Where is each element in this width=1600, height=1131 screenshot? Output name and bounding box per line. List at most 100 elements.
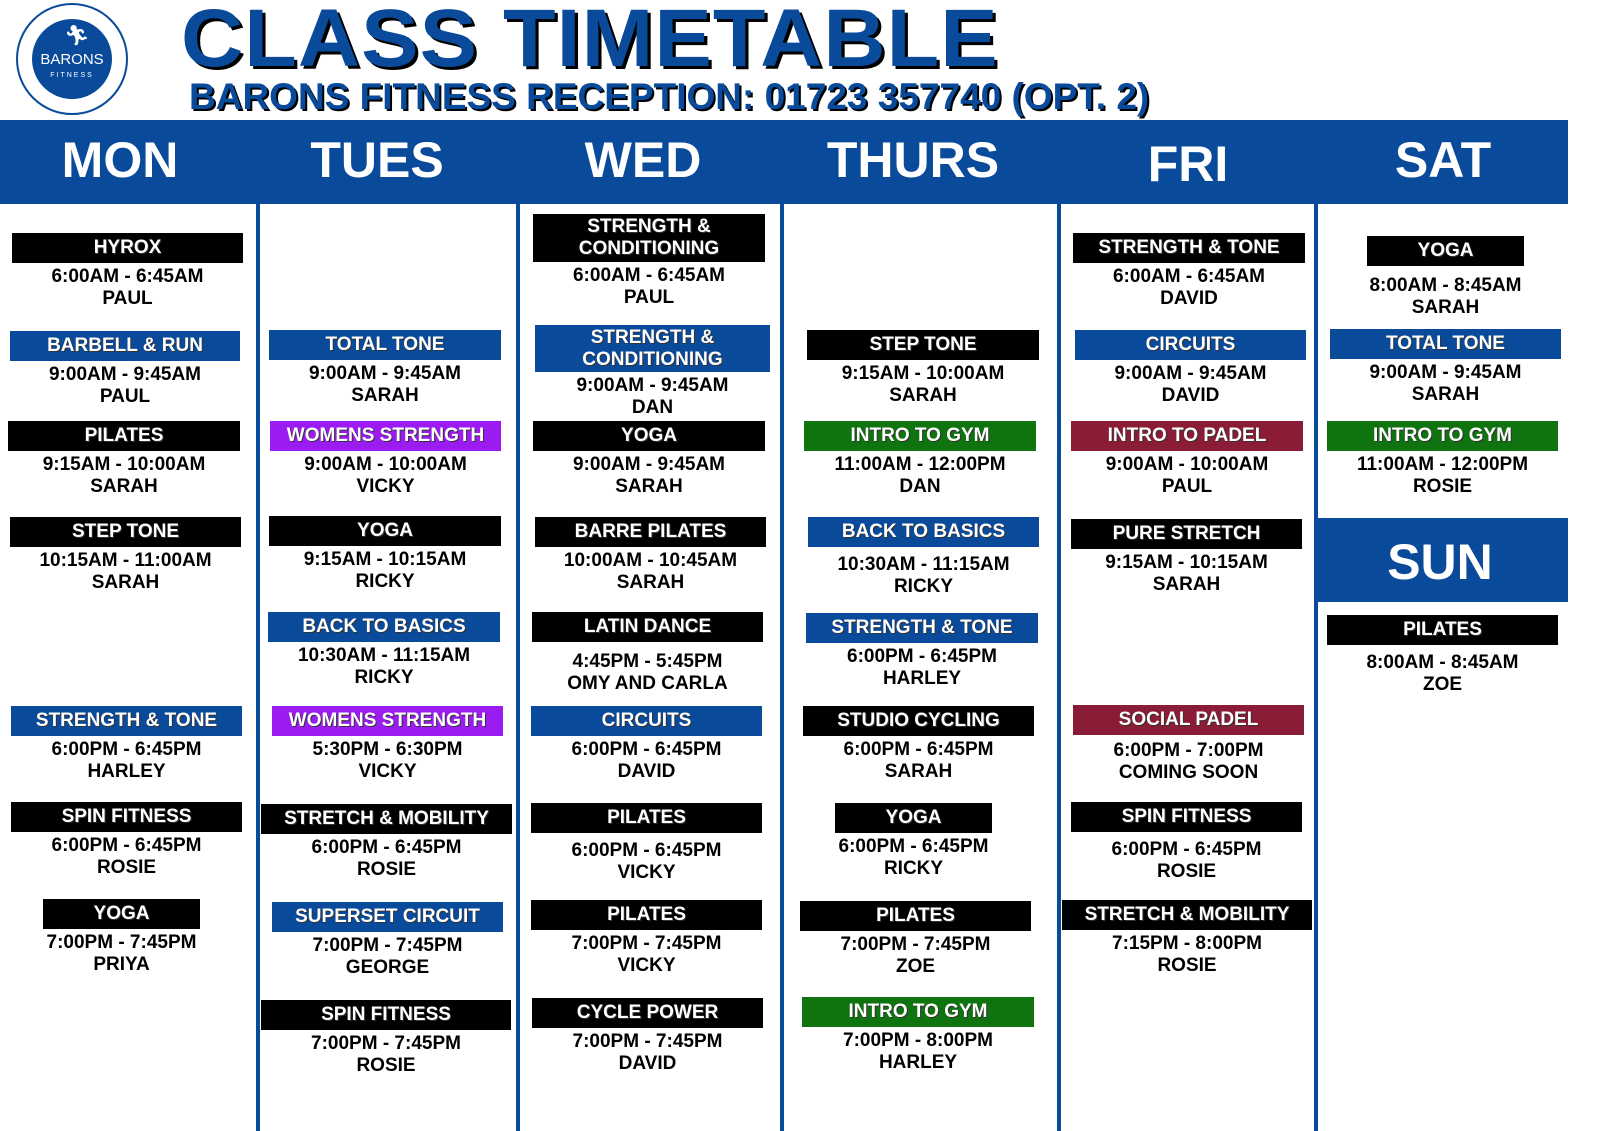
- class-time: 6:00PM - 6:45PM: [847, 646, 997, 667]
- class-title-bar: STEP TONE: [807, 330, 1039, 360]
- day-header-wed: WED: [584, 132, 702, 188]
- runner-icon: 🏃︎: [64, 25, 90, 47]
- class-time: 6:00PM - 6:45PM: [1111, 839, 1262, 860]
- class-title-bar: INTRO TO PADEL: [1071, 421, 1303, 451]
- class-instructor: SARAH: [889, 385, 957, 406]
- class-time: 9:00AM - 10:00AM: [1105, 454, 1269, 475]
- day-header-thurs: THURS: [826, 132, 1000, 188]
- page-title: CLASS TIMETABLE: [181, 0, 999, 84]
- class-instructor: VICKY: [617, 955, 676, 976]
- class-title-bar: CIRCUITS: [1075, 330, 1306, 360]
- class-instructor: DAVID: [1160, 288, 1218, 309]
- class-title-bar: STEP TONE: [10, 517, 241, 547]
- class-instructor: SARAH: [90, 476, 158, 497]
- class-instructor: RICKY: [893, 576, 954, 597]
- class-instructor: SARAH: [351, 385, 419, 406]
- class-title-bar: WOMENS STRENGTH: [270, 421, 501, 451]
- barons-fitness-logo: 🏃︎ BARONS FITNESS: [16, 3, 128, 115]
- class-title-bar: STRENGTH & TONE: [11, 706, 242, 736]
- class-title-bar: STUDIO CYCLING: [803, 706, 1034, 736]
- class-time: 6:00PM - 6:45PM: [311, 837, 462, 858]
- class-instructor: OMY AND CARLA: [567, 673, 728, 694]
- class-time: 9:15AM - 10:00AM: [42, 454, 206, 475]
- class-time: 7:00PM - 7:45PM: [571, 933, 722, 954]
- class-instructor: DAVID: [618, 1053, 677, 1074]
- class-instructor: SARAH: [91, 572, 160, 593]
- class-title-bar: STRENGTH & TONE: [1073, 233, 1305, 263]
- class-time: 6:00AM - 6:45AM: [51, 266, 204, 287]
- class-time: 9:00AM - 9:45AM: [572, 454, 726, 475]
- class-time: 6:00PM - 6:45PM: [51, 739, 202, 760]
- class-instructor: DAN: [631, 397, 674, 418]
- class-time: 7:00PM - 7:45PM: [840, 934, 991, 955]
- class-title-bar: TOTAL TONE: [1330, 329, 1561, 359]
- class-time: 9:00AM - 9:45AM: [1114, 363, 1267, 384]
- class-title-bar: BACK TO BASICS: [268, 612, 500, 642]
- class-title-bar: INTRO TO GYM: [802, 997, 1034, 1027]
- class-title-bar: YOGA: [533, 421, 765, 451]
- class-title-bar: SPIN FITNESS: [1071, 802, 1302, 832]
- class-time: 8:00AM - 8:45AM: [1366, 652, 1519, 673]
- class-title-bar: BACK TO BASICS: [808, 517, 1039, 547]
- class-title-bar: PILATES: [1327, 615, 1558, 645]
- class-instructor: SARAH: [1411, 297, 1480, 318]
- class-title-bar: TOTAL TONE: [269, 330, 501, 360]
- class-title-bar: PILATES: [531, 900, 762, 930]
- class-title-bar: PILATES: [531, 803, 762, 833]
- class-time: 10:15AM - 11:00AM: [39, 550, 212, 571]
- class-title-bar: INTRO TO GYM: [804, 421, 1036, 451]
- class-instructor: PAUL: [102, 288, 153, 309]
- class-instructor: ZOE: [895, 956, 936, 977]
- class-instructor: ZOE: [1422, 674, 1463, 695]
- class-title-bar: STRENGTH & CONDITIONING: [533, 214, 765, 262]
- class-title-bar: PILATES: [800, 901, 1031, 931]
- column-divider: [1057, 203, 1061, 1131]
- class-time: 6:00AM - 6:45AM: [1112, 266, 1266, 287]
- class-time: 6:00AM - 6:45AM: [572, 265, 726, 286]
- class-time: 11:00AM - 12:00PM: [834, 454, 1006, 475]
- class-title-bar: YOGA: [835, 803, 992, 833]
- reception-phone: BARONS FITNESS RECEPTION: 01723 357740 (…: [189, 76, 1150, 117]
- class-instructor: GEORGE: [345, 957, 430, 978]
- day-header-fri: FRI: [1147, 136, 1229, 192]
- class-title-bar: SUPERSET CIRCUIT: [272, 902, 503, 932]
- class-instructor: HARLEY: [882, 668, 962, 689]
- class-title-bar: BARBELL & RUN: [10, 331, 240, 361]
- class-title-bar: YOGA: [1367, 236, 1524, 266]
- class-title-bar: YOGA: [43, 899, 200, 929]
- class-title-bar: STRENGTH & TONE: [806, 613, 1038, 643]
- class-time: 9:15AM - 10:00AM: [841, 363, 1005, 384]
- class-instructor: RICKY: [355, 571, 415, 592]
- day-header-sun: SUN: [1387, 534, 1493, 590]
- class-time: 7:00PM - 7:45PM: [572, 1031, 723, 1052]
- sunday-header-band: [1318, 518, 1568, 602]
- class-instructor: SARAH: [884, 761, 953, 782]
- class-instructor: SARAH: [1411, 384, 1480, 405]
- class-time: 6:00PM - 6:45PM: [843, 739, 994, 760]
- class-instructor: ROSIE: [1412, 476, 1473, 497]
- class-instructor: PAUL: [623, 287, 675, 308]
- class-instructor: COMING SOON: [1118, 762, 1259, 783]
- column-divider: [516, 203, 520, 1131]
- class-time: 9:00AM - 9:45AM: [576, 375, 729, 396]
- day-header-band: [0, 120, 1568, 204]
- class-instructor: SARAH: [616, 572, 685, 593]
- class-time: 7:00PM - 7:45PM: [311, 1033, 461, 1054]
- class-instructor: ROSIE: [356, 1055, 416, 1076]
- class-instructor: SARAH: [1152, 574, 1221, 595]
- logo-sub: FITNESS: [50, 72, 94, 79]
- class-instructor: ROSIE: [1157, 955, 1217, 976]
- class-instructor: VICKY: [356, 476, 415, 497]
- day-header-mon: MON: [61, 132, 179, 188]
- class-instructor: RICKY: [354, 667, 414, 688]
- class-instructor: PAUL: [99, 386, 151, 407]
- class-title-bar: PURE STRETCH: [1071, 519, 1302, 549]
- class-time: 4:45PM - 5:45PM: [572, 651, 723, 672]
- class-instructor: DAN: [899, 476, 941, 497]
- class-time: 6:00PM - 7:00PM: [1113, 740, 1264, 761]
- class-instructor: HARLEY: [878, 1052, 958, 1073]
- class-time: 7:00PM - 7:45PM: [312, 935, 463, 956]
- class-time: 9:15AM - 10:15AM: [303, 549, 467, 570]
- class-time: 5:30PM - 6:30PM: [312, 739, 463, 760]
- class-instructor: PAUL: [1161, 476, 1213, 497]
